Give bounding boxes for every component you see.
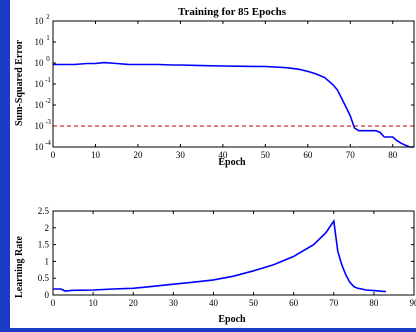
y-tick-base: 10 xyxy=(35,142,45,152)
y-tick-base: 10 xyxy=(35,37,45,47)
y-tick-base: 10 xyxy=(35,16,45,26)
y-tick-base: 10 xyxy=(35,58,45,68)
x-tick-label: 10 xyxy=(89,298,99,308)
x-tick-label: 90 xyxy=(410,298,416,308)
y-tick-label: 0 xyxy=(45,290,50,300)
y-axis-label: Sum-Squared Error xyxy=(14,39,25,126)
x-tick-label: 70 xyxy=(346,150,356,160)
y-tick-base: 10 xyxy=(35,79,45,89)
y-tick-exponent: -4 xyxy=(45,139,51,147)
x-tick-label: 10 xyxy=(91,150,101,160)
x-tick-label: 20 xyxy=(133,150,143,160)
y-tick-base: 10 xyxy=(35,100,45,110)
x-tick-label: 80 xyxy=(388,150,398,160)
x-tick-label: 50 xyxy=(261,150,271,160)
y-tick-exponent: -2 xyxy=(45,97,51,105)
x-axis-label: Epoch xyxy=(218,314,246,325)
x-tick-label: 40 xyxy=(209,298,219,308)
y-tick-label: 1.5 xyxy=(38,240,50,250)
y-tick-exponent: 2 xyxy=(46,13,50,21)
y-tick-label: 2 xyxy=(45,223,50,233)
y-tick-exponent: -1 xyxy=(45,76,51,84)
y-tick-label: 1 xyxy=(45,256,50,266)
y-tick-base: 10 xyxy=(35,121,45,131)
y-tick-exponent: -3 xyxy=(45,118,51,126)
y-axis-label: Learning Rate xyxy=(14,235,25,298)
x-tick-label: 0 xyxy=(51,298,56,308)
y-tick-label: 0.5 xyxy=(38,273,50,283)
x-tick-label: 30 xyxy=(176,150,186,160)
y-tick-exponent: 0 xyxy=(46,55,50,63)
x-tick-label: 60 xyxy=(303,150,313,160)
x-tick-label: 60 xyxy=(289,298,299,308)
y-tick-exponent: 1 xyxy=(46,34,50,42)
chart-title: Training for 85 Epochs xyxy=(178,6,287,18)
y-tick-label: 2.5 xyxy=(38,206,50,216)
x-tick-label: 50 xyxy=(249,298,259,308)
figure-background xyxy=(10,0,416,328)
x-tick-label: 30 xyxy=(169,298,179,308)
x-tick-label: 70 xyxy=(329,298,339,308)
x-tick-label: 80 xyxy=(369,298,379,308)
x-tick-label: 20 xyxy=(129,298,139,308)
x-tick-label: 0 xyxy=(51,150,56,160)
x-tick-label: 40 xyxy=(218,150,228,160)
